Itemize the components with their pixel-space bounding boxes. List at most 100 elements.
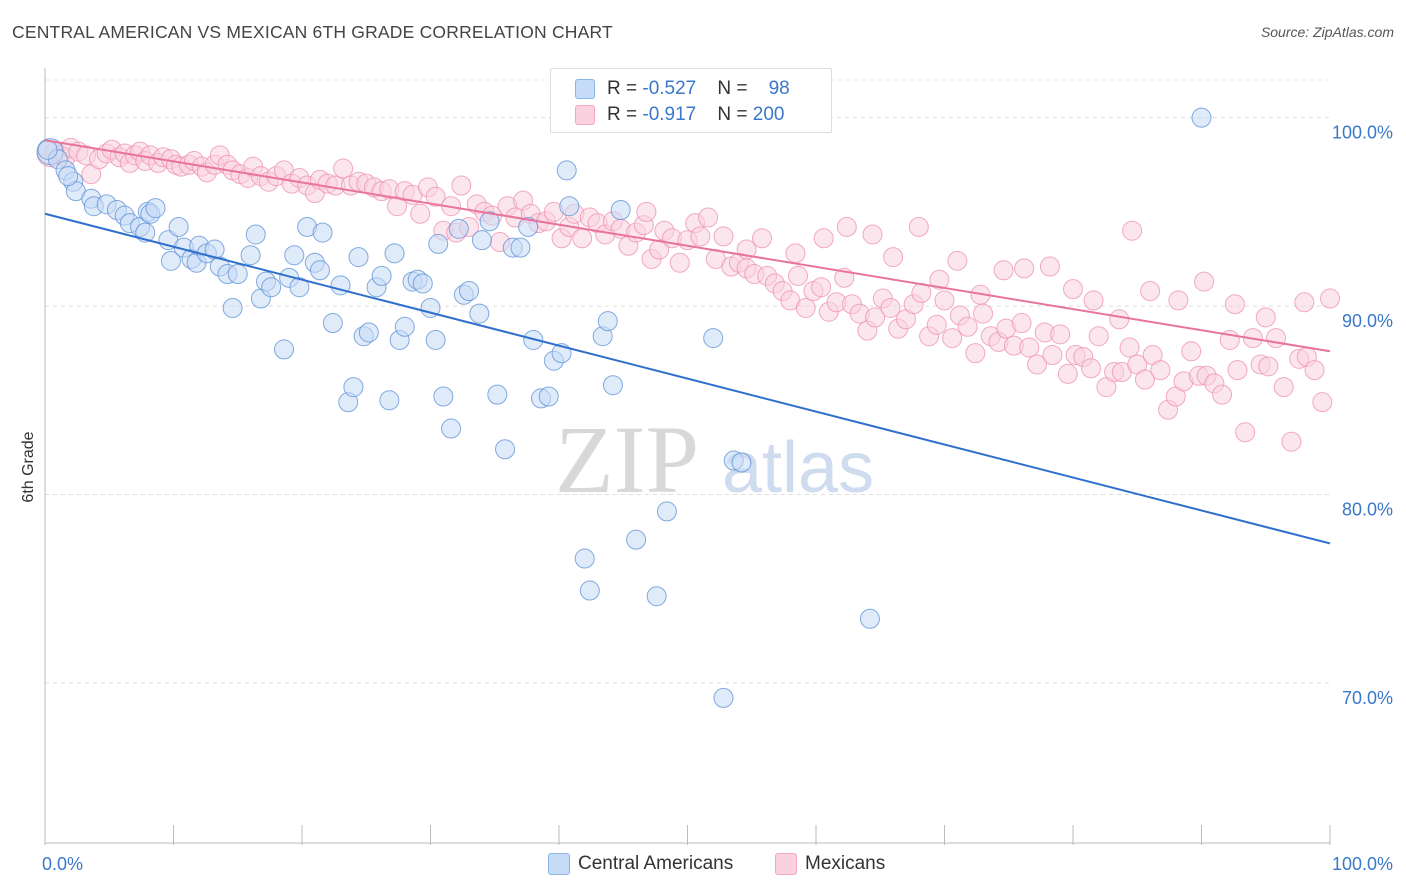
source-label: Source: ZipAtlas.com [1260, 24, 1394, 40]
data-point [322, 313, 343, 334]
data-point [1088, 326, 1109, 347]
data-point [579, 580, 600, 601]
y-tick-label: 80.0% [1342, 499, 1393, 519]
data-point [479, 211, 500, 232]
data-point [965, 343, 986, 364]
data-point [1042, 345, 1063, 366]
data-point [883, 247, 904, 268]
data-point [538, 386, 559, 407]
data-point [1039, 256, 1060, 277]
legend-n-label: N = [717, 104, 753, 125]
data-point [669, 252, 690, 273]
data-point [1258, 356, 1279, 377]
data-point [1266, 328, 1287, 349]
trend-line [44, 139, 1331, 353]
data-point [441, 418, 462, 439]
data-point [934, 290, 955, 311]
data-point [811, 277, 832, 298]
trend-line [44, 212, 1331, 545]
data-point [469, 303, 490, 324]
legend-r-value: -0.917 [642, 104, 697, 125]
data-point [572, 228, 593, 249]
y-tick-labels: 100.0% 90.0% 80.0% 70.0% [1332, 123, 1393, 708]
data-point [865, 307, 886, 328]
data-point [1014, 258, 1035, 279]
data-point [145, 198, 166, 219]
data-point [646, 586, 667, 607]
data-point [289, 277, 310, 298]
data-point [656, 501, 677, 522]
data-point [371, 265, 392, 286]
data-point [556, 160, 577, 181]
data-point [487, 384, 508, 405]
data-point [1063, 279, 1083, 300]
x-tick-label: 0.0% [42, 854, 83, 874]
x-tick-labels: 0.0% 100.0% [42, 854, 1393, 874]
y-tick-label: 100.0% [1332, 123, 1393, 143]
data-point [518, 216, 539, 237]
data-point [813, 228, 834, 249]
data-point [312, 222, 333, 243]
data-point [451, 175, 472, 196]
series-central-americans-points [36, 107, 1212, 708]
data-point [343, 377, 364, 398]
data-point [1168, 290, 1189, 311]
data-point [1227, 360, 1248, 381]
data-point [1191, 107, 1212, 128]
data-point [1294, 292, 1315, 313]
data-point [690, 226, 711, 247]
bottom-legend-swatch-central-americans [548, 853, 570, 875]
data-point [1140, 281, 1161, 302]
data-point [942, 328, 963, 349]
data-point [284, 245, 305, 266]
data-point [348, 247, 369, 268]
data-point [1281, 431, 1302, 452]
chart-title: CENTRAL AMERICAN VS MEXICAN 6TH GRADE CO… [12, 22, 613, 42]
bottom-legend-label-mexicans: Mexicans [805, 853, 886, 874]
y-tick-label: 90.0% [1342, 311, 1393, 331]
data-point [597, 311, 618, 332]
data-point [836, 216, 857, 237]
data-point [713, 687, 734, 708]
legend-swatch-mexicans [575, 105, 595, 125]
data-point [410, 203, 431, 224]
data-point [626, 529, 647, 550]
data-point [459, 281, 480, 302]
data-point [227, 264, 248, 285]
data-point [1255, 307, 1276, 328]
bottom-legend-swatch-mexicans [775, 853, 797, 875]
data-point [510, 237, 531, 258]
watermark: ZIP atlas [555, 406, 874, 513]
data-point [649, 239, 670, 260]
data-point [58, 166, 79, 187]
legend-swatch-central-americans [575, 79, 595, 99]
data-point [698, 207, 719, 228]
data-point [1320, 288, 1340, 309]
data-point [1150, 360, 1171, 381]
data-point [471, 230, 492, 251]
data-point [240, 245, 261, 266]
data-point [973, 303, 994, 324]
data-point [559, 196, 580, 217]
data-point [412, 273, 433, 294]
data-point [926, 314, 947, 335]
data-point [245, 224, 266, 245]
y-axis-label: 6th Grade [20, 431, 37, 502]
data-point [1080, 358, 1101, 379]
data-point [862, 224, 883, 245]
y-tick-label: 70.0% [1342, 688, 1393, 708]
data-point [37, 139, 58, 160]
series-mexicans-points [36, 137, 1340, 452]
data-point [1273, 377, 1294, 398]
stats-legend: R = -0.527 N = 98 R = -0.917 N = 200 [550, 68, 832, 133]
data-point [1235, 422, 1256, 443]
data-point [947, 250, 968, 271]
legend-n-value: 98 [768, 78, 790, 99]
data-point [425, 186, 446, 207]
data-point [448, 218, 469, 239]
data-point [261, 277, 282, 298]
data-point [908, 216, 929, 237]
data-point [274, 339, 295, 360]
data-point [379, 390, 400, 411]
data-point [1194, 271, 1215, 292]
